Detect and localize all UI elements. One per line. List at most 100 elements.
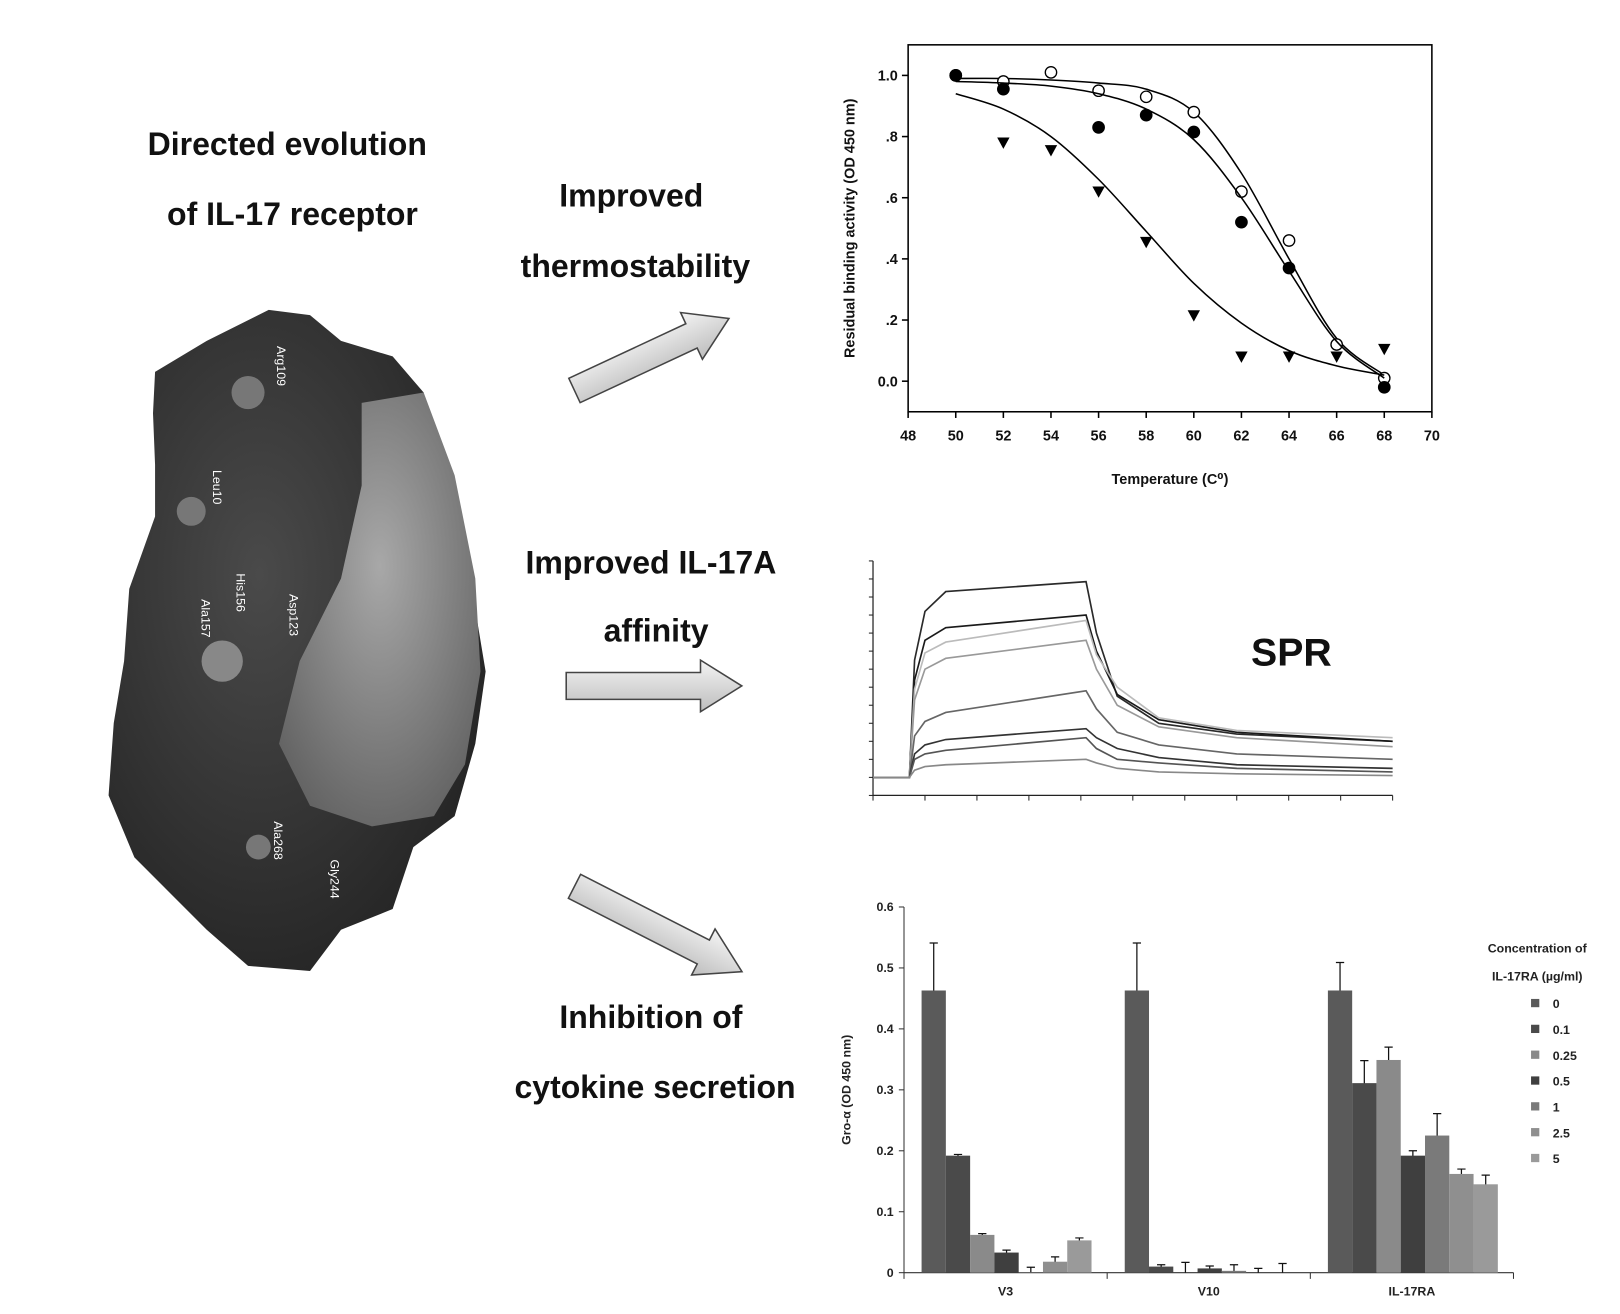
bar	[945, 1155, 971, 1273]
marker	[1092, 186, 1105, 198]
sensorgram	[873, 727, 1393, 779]
legend-label: 5	[1553, 1152, 1560, 1166]
marker	[1140, 236, 1153, 249]
legend-swatch	[1531, 1102, 1540, 1111]
marker	[1139, 108, 1153, 122]
bar	[1327, 990, 1353, 1273]
marker	[1282, 261, 1296, 275]
legend-title: IL-17RA (µg/ml)	[1492, 969, 1583, 983]
bar	[1400, 1155, 1426, 1273]
error-bar	[1254, 1267, 1263, 1273]
bar	[1124, 990, 1150, 1273]
error-bar	[1278, 1262, 1287, 1273]
caption: thermostability	[521, 248, 751, 284]
marker	[1187, 310, 1201, 322]
marker	[1092, 121, 1105, 134]
marker	[1235, 215, 1248, 229]
residue-label: Asp123	[286, 594, 300, 636]
y-tick-label: 0	[887, 1266, 894, 1280]
marker	[949, 69, 963, 82]
bar	[1352, 1083, 1377, 1273]
y-tick-label: 0.4	[876, 1022, 893, 1036]
bar	[1067, 1240, 1092, 1273]
marker	[1187, 105, 1201, 119]
bar	[1018, 1272, 1043, 1273]
residue-label: Ala268	[271, 821, 285, 860]
legend-label: 2.5	[1553, 1126, 1570, 1140]
x-tick-label: 70	[1424, 429, 1440, 445]
marker	[997, 137, 1010, 149]
legend-swatch	[1531, 1076, 1540, 1085]
legend-swatch	[1531, 998, 1540, 1008]
x-tick-label: V10	[1198, 1284, 1220, 1298]
sensorgram	[873, 639, 1393, 779]
marker	[1377, 380, 1391, 394]
marker	[1044, 145, 1058, 157]
residue-spot	[176, 496, 206, 526]
y-tick-label: 0.0	[878, 374, 898, 390]
x-tick-label: IL-17RA	[1389, 1284, 1436, 1298]
caption: affinity	[604, 613, 709, 649]
y-tick-label: 0.2	[876, 1144, 893, 1158]
x-tick-label: 56	[1091, 429, 1107, 445]
x-tick-label: 64	[1281, 429, 1297, 445]
y-tick-label: .6	[886, 191, 898, 207]
bar	[1197, 1268, 1222, 1273]
protein-domain	[279, 392, 481, 827]
residue-label: Leu10	[210, 470, 224, 505]
y-tick-label: .4	[886, 252, 898, 268]
protein-structure: Arg109 Leu10 His156 Asp123 Ala157 Ala268…	[108, 309, 486, 972]
marker	[1044, 65, 1058, 79]
legend-label: 0.1	[1553, 1023, 1570, 1037]
bar	[1473, 1184, 1498, 1273]
marker	[997, 82, 1010, 96]
y-axis-label: Gro-α (OD 450 nm)	[839, 1035, 853, 1145]
y-tick-label: 0.6	[876, 900, 893, 914]
sensorgram	[873, 736, 1393, 779]
marker	[1282, 351, 1296, 363]
x-tick-label: V3	[998, 1284, 1013, 1298]
x-tick-label: 54	[1043, 429, 1059, 445]
bar	[994, 1252, 1019, 1273]
x-tick-label: 66	[1329, 429, 1345, 445]
caption: cytokine secretion	[514, 1069, 795, 1105]
error-bar	[1181, 1261, 1190, 1273]
residue-label: Gly244	[328, 859, 342, 898]
title-line: Directed evolution	[148, 126, 427, 162]
residue-label: His156	[234, 573, 248, 612]
x-tick-label: 62	[1233, 429, 1249, 445]
bar	[970, 1234, 995, 1273]
legend-label: 0.5	[1553, 1075, 1570, 1089]
residue-spot	[231, 376, 265, 410]
legend-swatch	[1531, 1128, 1540, 1137]
x-tick-label: 68	[1376, 429, 1392, 445]
arrow	[565, 658, 744, 714]
y-tick-label: .8	[886, 130, 898, 146]
sensorgram	[873, 758, 1393, 779]
marker	[1187, 125, 1201, 139]
bar	[921, 990, 946, 1273]
y-tick-label: 0.3	[876, 1083, 893, 1097]
arrow	[567, 311, 731, 404]
bar	[1449, 1173, 1474, 1273]
fit-curve	[955, 77, 1385, 376]
bar	[1425, 1135, 1450, 1273]
x-tick-label: 50	[948, 429, 964, 445]
legend-swatch	[1531, 1153, 1540, 1163]
residue-label: Ala157	[199, 599, 213, 638]
fit-curve	[955, 80, 1385, 379]
bar	[1042, 1261, 1068, 1273]
plot-frame	[907, 44, 1433, 413]
y-tick-label: 0.5	[876, 961, 893, 975]
bar	[1221, 1270, 1247, 1273]
marker	[1139, 90, 1153, 104]
caption: Improved	[559, 178, 703, 214]
residue-spot	[201, 640, 243, 682]
bar	[1149, 1266, 1174, 1273]
y-tick-label: .2	[886, 313, 898, 329]
x-tick-label: 52	[995, 429, 1011, 445]
residue-spot	[245, 834, 271, 860]
x-tick-label: 48	[900, 429, 916, 445]
